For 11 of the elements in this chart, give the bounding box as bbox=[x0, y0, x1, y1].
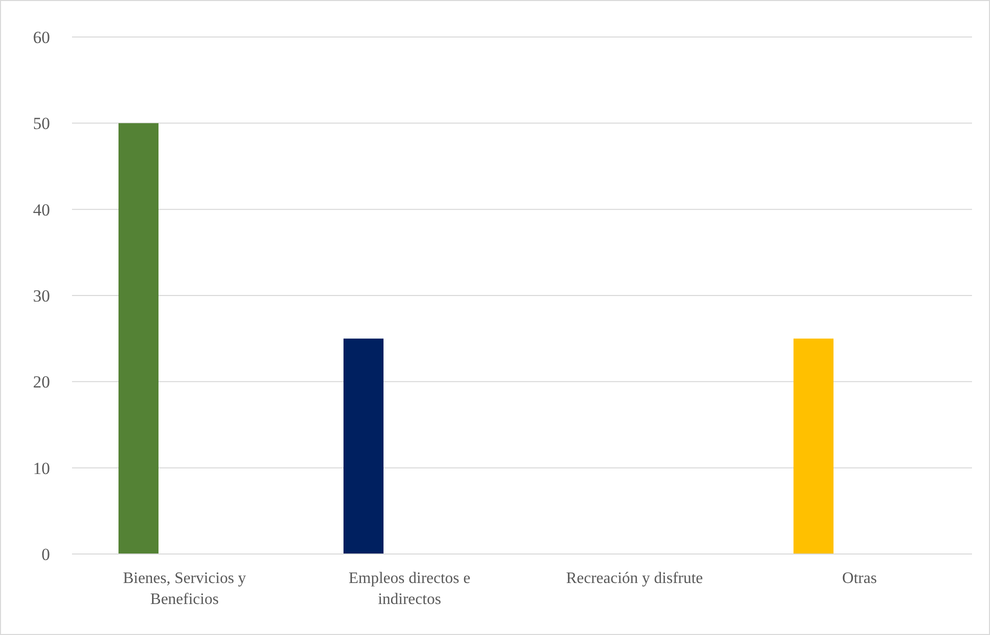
y-tick-label: 40 bbox=[33, 200, 50, 220]
y-tick-label: 60 bbox=[33, 28, 50, 47]
x-tick-label: Recreación y disfrute bbox=[566, 570, 703, 587]
y-tick-label: 30 bbox=[33, 286, 50, 306]
x-tick-label: Otras bbox=[842, 570, 877, 587]
y-tick-label: 50 bbox=[33, 114, 50, 134]
y-tick-label: 0 bbox=[42, 544, 50, 564]
y-tick-label: 10 bbox=[33, 458, 50, 478]
x-tick-label: Empleos directos e indirectos bbox=[348, 570, 470, 608]
y-tick-label: 20 bbox=[33, 372, 50, 392]
x-tick-label: Bienes, Servicios y Beneficios bbox=[122, 570, 246, 608]
